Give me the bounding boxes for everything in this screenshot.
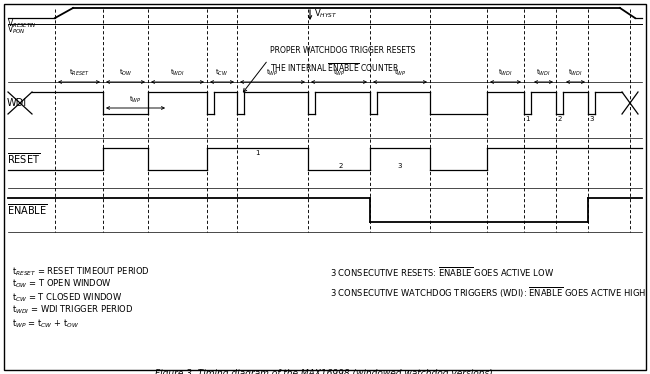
Text: 3 CONSECUTIVE RESETS: $\overline{\rm ENABLE}$ GOES ACTIVE LOW: 3 CONSECUTIVE RESETS: $\overline{\rm ENA… — [330, 265, 554, 279]
Text: t$_{WP}$: t$_{WP}$ — [129, 95, 142, 105]
Text: PROPER WATCHDOG TRIGGER RESETS
THE INTERNAL $\overline{\rm ENABLE}$ COUNTER: PROPER WATCHDOG TRIGGER RESETS THE INTER… — [270, 46, 415, 74]
Text: 3: 3 — [398, 163, 402, 169]
Text: t$_{CW}$ = T CLOSED WINDOW: t$_{CW}$ = T CLOSED WINDOW — [12, 291, 122, 303]
Text: 2: 2 — [557, 116, 562, 122]
Text: t$_{WDI}$: t$_{WDI}$ — [568, 68, 583, 78]
Text: t$_{WDI}$: t$_{WDI}$ — [498, 68, 513, 78]
Text: t$_{WDI}$: t$_{WDI}$ — [536, 68, 551, 78]
Text: t$_{WP}$ = t$_{CW}$ + t$_{OW}$: t$_{WP}$ = t$_{CW}$ + t$_{OW}$ — [12, 317, 79, 329]
Text: t$_{OW}$ = T OPEN WINDOW: t$_{OW}$ = T OPEN WINDOW — [12, 278, 112, 291]
Text: t$_{CW}$: t$_{CW}$ — [215, 68, 229, 78]
Text: 2: 2 — [339, 163, 343, 169]
Text: t$_{WP}$: t$_{WP}$ — [333, 68, 345, 78]
Text: 3: 3 — [590, 116, 593, 122]
Text: V$_{RESETIN}$: V$_{RESETIN}$ — [7, 17, 37, 30]
Text: t$_{OW}$: t$_{OW}$ — [119, 68, 133, 78]
Text: t$_{RESET}$ = RESET TIMEOUT PERIOD: t$_{RESET}$ = RESET TIMEOUT PERIOD — [12, 265, 150, 278]
Text: WDI: WDI — [7, 98, 27, 108]
Text: t$_{WDI}$: t$_{WDI}$ — [170, 68, 185, 78]
Text: V$_{HYST}$: V$_{HYST}$ — [314, 8, 337, 20]
Text: t$_{WP}$: t$_{WP}$ — [266, 68, 279, 78]
Text: $\overline{\rm RESET}$: $\overline{\rm RESET}$ — [7, 151, 40, 166]
Text: V$_{PON}$: V$_{PON}$ — [7, 23, 25, 36]
Text: t$_{RESET}$: t$_{RESET}$ — [69, 68, 90, 78]
Text: t$_{WDI}$ = WDI TRIGGER PERIOD: t$_{WDI}$ = WDI TRIGGER PERIOD — [12, 304, 133, 316]
Text: 3 CONSECUTIVE WATCHDOG TRIGGERS (WDI): $\overline{\rm ENABLE}$ GOES ACTIVE HIGH: 3 CONSECUTIVE WATCHDOG TRIGGERS (WDI): $… — [330, 286, 646, 300]
Text: t$_{WP}$: t$_{WP}$ — [394, 68, 406, 78]
Text: 1: 1 — [255, 150, 260, 156]
Text: 1: 1 — [525, 116, 530, 122]
Text: Figure 3. Timing diagram of the MAX16998 (windowed watchdog versions).: Figure 3. Timing diagram of the MAX16998… — [155, 369, 495, 374]
Text: $\overline{\rm ENABLE}$: $\overline{\rm ENABLE}$ — [7, 203, 47, 217]
